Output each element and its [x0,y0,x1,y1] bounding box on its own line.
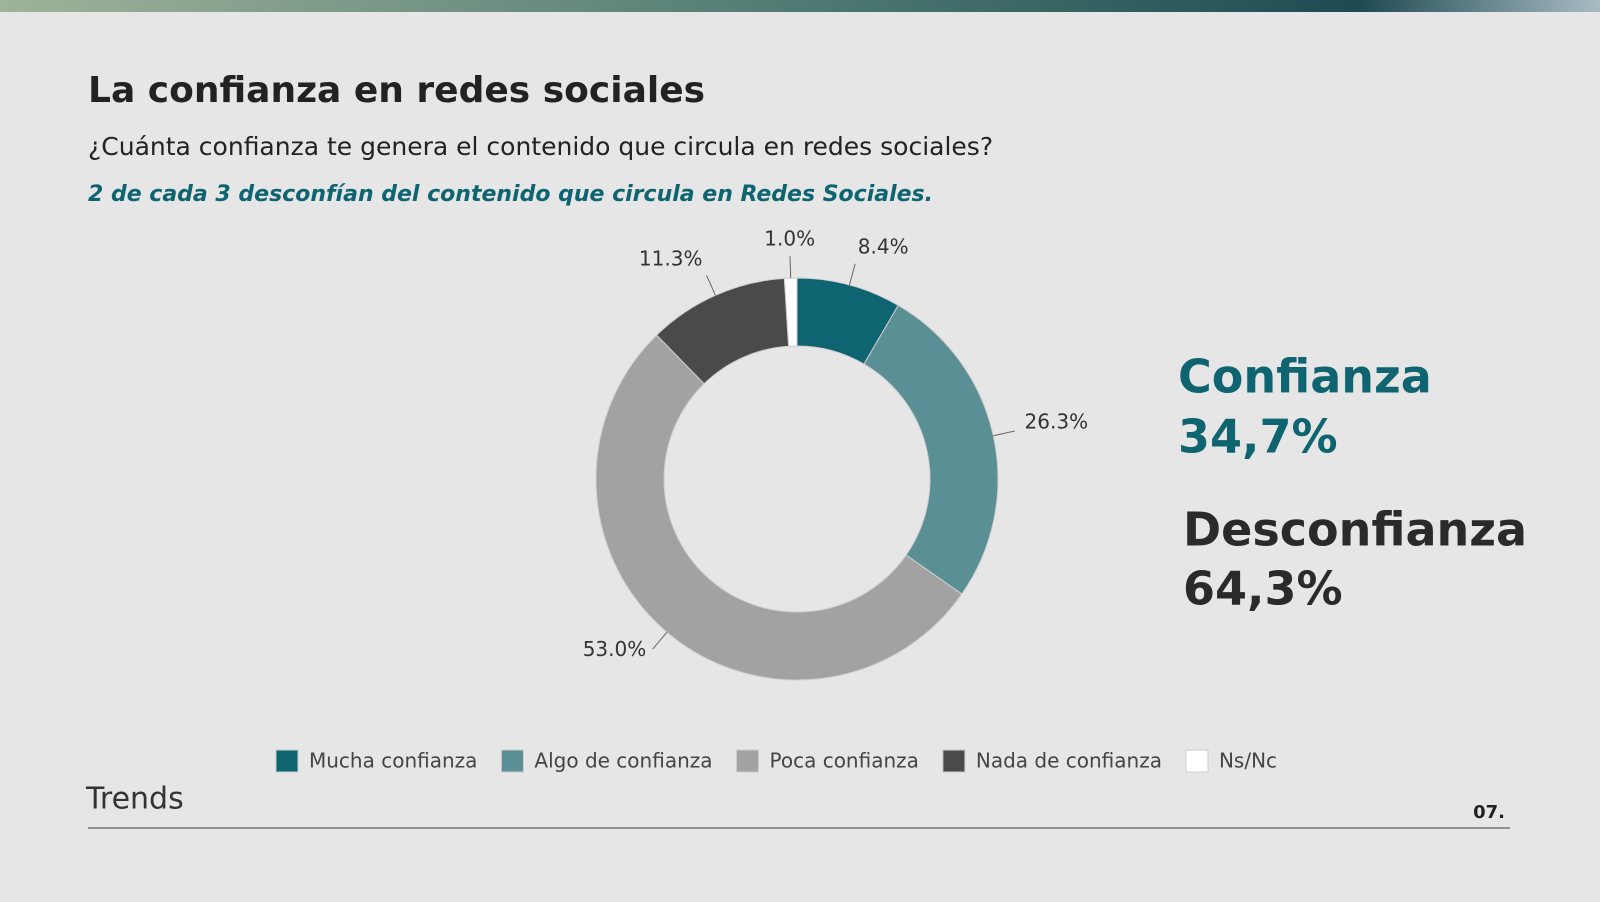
summary-label: Desconfianza [1183,503,1527,557]
donut-chart: 8.4% 26.3% 53.0% 11.3% 1.0% [583,227,1089,681]
legend-swatch [275,749,299,773]
legend-swatch [942,749,966,773]
subtitle: ¿Cuánta confianza te genera el contenido… [88,132,993,161]
leader-line [706,274,716,296]
data-label: 26.3% [1025,409,1089,433]
summary-value: 34,7% [1178,410,1338,464]
legend: Mucha confianza Algo de confianza Poca con… [275,749,1277,773]
leader-line [848,263,856,286]
data-label: 1.0% [764,227,815,251]
title: La confianza en redes sociales [88,70,705,111]
legend-label: Poca confianza [770,749,919,773]
legend-label: Ns/Nc [1219,749,1277,773]
legend-swatch [1185,749,1209,773]
summary-label: Confianza [1178,350,1432,404]
leader-line [652,631,668,650]
data-label: 8.4% [858,235,909,259]
summary-value: 64,3% [1183,562,1343,616]
legend-label: Nada de confianza [976,749,1162,773]
top-bar [0,0,1600,12]
brand: Trends [85,782,184,817]
leader-line [993,430,1015,437]
donut-slice [783,277,798,347]
data-label: 53.0% [583,637,647,661]
leader-line [789,256,792,279]
highlight: 2 de cada 3 desconfían del contenido que… [88,182,933,207]
page-number: 07. [1473,802,1505,823]
donut-slice [595,334,963,681]
legend-swatch [736,749,759,773]
donut-slice [863,304,999,595]
legend-swatch [500,749,524,773]
legend-label: Algo de confianza [534,749,712,773]
legend-label: Mucha confianza [309,749,477,773]
data-label: 11.3% [639,247,703,271]
